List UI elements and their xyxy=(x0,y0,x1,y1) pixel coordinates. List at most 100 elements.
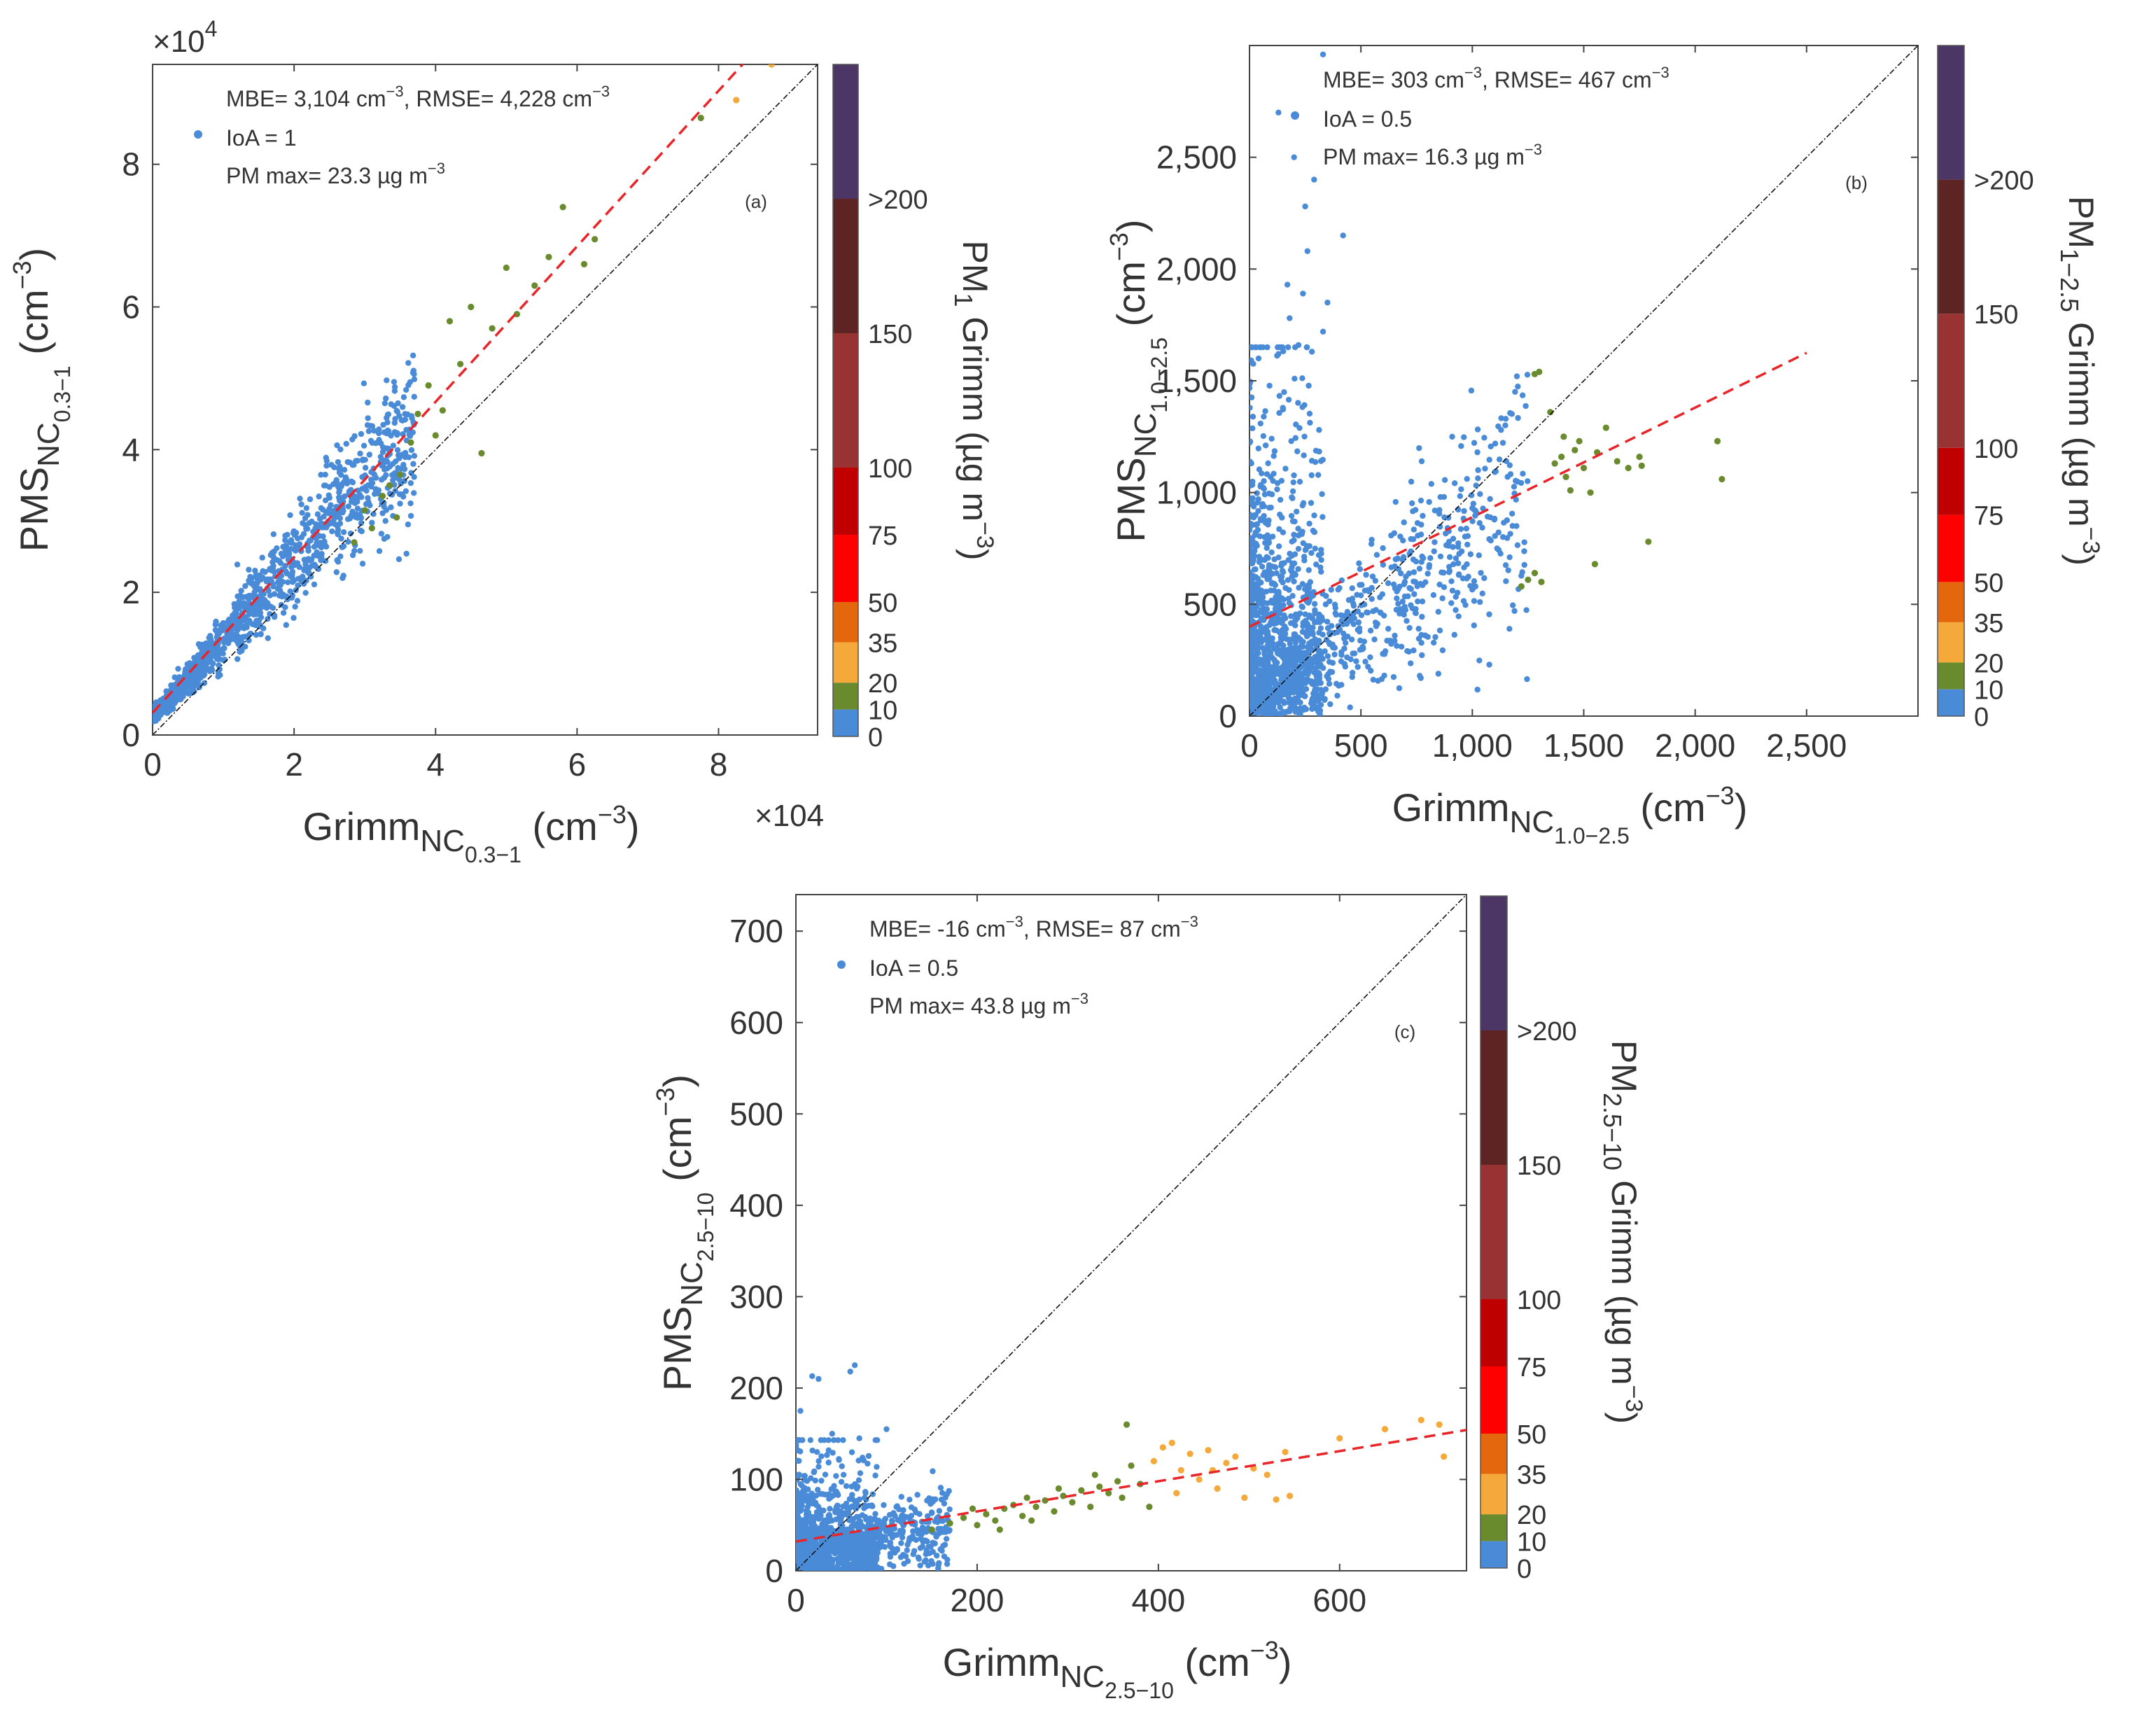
scatter-point xyxy=(1351,615,1357,622)
scatter-point xyxy=(1458,486,1464,493)
scatter-point xyxy=(247,573,253,580)
panel-b: 0 500 1,000 1,500 2,000 2,50005001,0001,5002,… xyxy=(1105,45,2104,848)
scatter-point xyxy=(1450,536,1457,542)
scatter-point xyxy=(1435,671,1442,677)
scatter-point xyxy=(343,440,349,447)
x-tick-label: 0 xyxy=(787,1582,805,1618)
colorbar-segment xyxy=(833,64,858,199)
scatter-point xyxy=(857,1470,864,1476)
colorbar-segment xyxy=(1938,179,1964,314)
scatter-point xyxy=(1308,550,1315,556)
scatter-point xyxy=(1299,643,1306,650)
colorbar-segment xyxy=(1480,1165,1507,1299)
colorbar-tick-label: 20 xyxy=(868,669,897,699)
scatter-point xyxy=(1292,435,1298,441)
scatter-point xyxy=(1268,491,1275,498)
scatter-point xyxy=(281,552,287,558)
scatter-point xyxy=(1264,600,1270,607)
scatter-point xyxy=(1470,500,1476,507)
scatter-point xyxy=(1438,569,1445,575)
colorbar-tick-label: 0 xyxy=(1974,703,1989,732)
scatter-point xyxy=(1362,587,1368,594)
scatter-point xyxy=(345,503,351,510)
scatter-point xyxy=(1271,556,1278,563)
scatter-point xyxy=(1501,519,1507,526)
scatter-point xyxy=(1270,666,1277,673)
stats-mbe-rmse: MBE= 303 cm−3, RMSE= 467 cm−3 xyxy=(1323,64,1670,92)
scatter-point xyxy=(1280,596,1287,603)
scatter-point xyxy=(1251,566,1257,573)
scatter-point xyxy=(818,1437,824,1443)
scatter-point xyxy=(378,477,385,483)
scatter-point xyxy=(1312,668,1318,675)
scatter-point xyxy=(1349,596,1356,602)
scatter-point xyxy=(841,1511,848,1518)
scatter-point xyxy=(1399,607,1405,613)
scatter-point xyxy=(913,1536,919,1544)
scatter-point xyxy=(446,318,454,325)
scatter-point xyxy=(1340,612,1348,619)
scatter-point xyxy=(1280,699,1287,705)
scatter-point xyxy=(357,547,363,554)
scatter-point xyxy=(380,421,386,428)
scatter-point xyxy=(164,710,171,716)
scatter-point xyxy=(924,1497,930,1504)
scatter-point xyxy=(237,649,243,655)
scatter-point xyxy=(1476,520,1483,526)
scatter-point xyxy=(1299,528,1306,535)
scatter-point xyxy=(1482,465,1488,472)
scatter-point xyxy=(1558,453,1565,461)
scatter-point xyxy=(881,1517,888,1523)
scatter-point xyxy=(1306,382,1312,389)
scatter-point xyxy=(1486,456,1492,463)
scatter-point xyxy=(183,686,189,693)
scatter-point xyxy=(1418,458,1425,465)
scatter-point xyxy=(270,531,277,538)
scatter-point xyxy=(1214,1485,1221,1492)
scatter-point xyxy=(1525,576,1532,583)
scatter-point xyxy=(1271,564,1278,570)
scatter-point xyxy=(1284,344,1292,351)
scatter-point xyxy=(897,1554,904,1560)
scatter-point xyxy=(840,1471,847,1478)
data-points xyxy=(796,895,1466,1571)
scatter-point xyxy=(303,526,309,532)
scatter-point xyxy=(1264,634,1270,640)
scatter-point xyxy=(382,518,388,524)
scatter-point xyxy=(1313,694,1320,701)
scatter-point xyxy=(939,1548,945,1554)
x-axis-label: GrimmNC0.3−1 (cm−3) xyxy=(302,800,639,867)
colorbar-tick-label: 35 xyxy=(1517,1461,1546,1490)
scatter-point xyxy=(1474,426,1481,433)
colorbar-segment xyxy=(833,199,858,333)
x-axis-label: GrimmNC2.5−10 (cm−3) xyxy=(943,1636,1292,1703)
scatter-point xyxy=(847,1368,853,1375)
scatter-point xyxy=(214,630,220,636)
scatter-point xyxy=(1638,462,1645,469)
scatter-point xyxy=(1515,414,1521,421)
scatter-point xyxy=(1335,587,1341,593)
scatter-point xyxy=(807,1437,814,1443)
scatter-point xyxy=(323,463,330,469)
scatter-point xyxy=(1276,410,1282,416)
scatter-point xyxy=(800,1524,806,1530)
x-tick-label: 6 xyxy=(568,746,587,783)
scatter-point xyxy=(1472,583,1479,589)
scatter-point xyxy=(1567,486,1574,494)
scatter-point xyxy=(872,1472,878,1479)
scatter-point xyxy=(816,1464,822,1470)
scatter-point xyxy=(1412,610,1419,616)
scatter-point xyxy=(1484,513,1491,520)
scatter-point xyxy=(284,531,290,538)
scatter-point xyxy=(834,1502,841,1509)
scatter-point xyxy=(1324,653,1331,659)
scatter-point xyxy=(1298,603,1305,610)
scatter-point xyxy=(220,645,227,651)
scatter-point xyxy=(1396,685,1403,692)
scatter-point xyxy=(898,1540,904,1546)
scatter-point xyxy=(316,493,322,500)
scatter-point xyxy=(1436,507,1443,513)
scatter-point xyxy=(321,482,328,489)
scatter-point xyxy=(208,637,214,643)
scatter-point xyxy=(1265,639,1271,645)
